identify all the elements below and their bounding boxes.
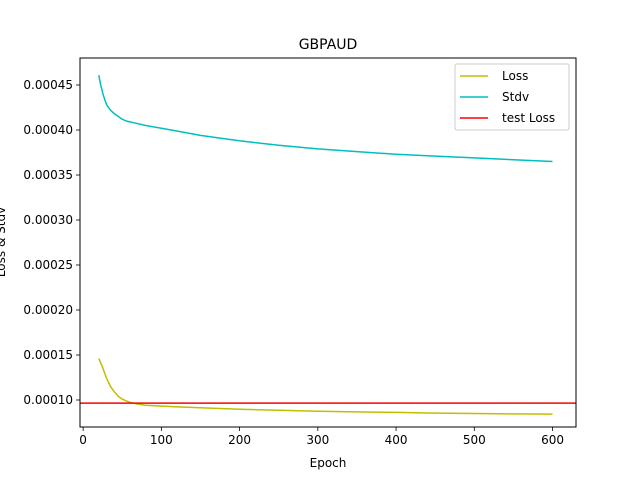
x-tick-label: 500 <box>463 433 486 447</box>
legend-label: Loss <box>502 69 528 83</box>
y-axis-label: Loss & Stdv <box>0 207 8 277</box>
y-tick-label: 0.00040 <box>23 123 73 137</box>
y-tick-label: 0.00010 <box>23 393 73 407</box>
y-axis: 0.00010 0.00015 0.00020 0.00025 0.00030 0.000… <box>23 78 80 407</box>
legend-label: test Loss <box>502 111 555 125</box>
y-tick-label: 0.00035 <box>23 168 73 182</box>
series-stdv-line <box>98 74 553 163</box>
series-loss-line <box>98 358 553 415</box>
x-tick-label: 400 <box>385 433 408 447</box>
x-tick-label: 600 <box>541 433 564 447</box>
x-axis-label: Epoch <box>310 456 347 470</box>
x-tick-label: 100 <box>150 433 173 447</box>
plot-area <box>79 57 577 428</box>
legend-label: Stdv <box>502 90 529 104</box>
y-tick-label: 0.00015 <box>23 348 73 362</box>
legend-box <box>454 63 570 131</box>
chart-title: GBPAUD <box>299 37 358 53</box>
x-axis: 0 100 200 300 400 500 600 <box>79 427 564 447</box>
series-layer <box>80 74 576 415</box>
y-tick-label: 0.00025 <box>23 258 73 272</box>
legend: Loss Stdv test Loss <box>454 63 570 131</box>
x-tick-label: 300 <box>306 433 329 447</box>
y-tick-label: 0.00045 <box>23 78 73 92</box>
x-tick-label: 200 <box>228 433 251 447</box>
x-tick-label: 0 <box>79 433 87 447</box>
y-tick-label: 0.00020 <box>23 303 73 317</box>
plot-frame <box>79 57 577 428</box>
y-tick-label: 0.00030 <box>23 213 73 227</box>
